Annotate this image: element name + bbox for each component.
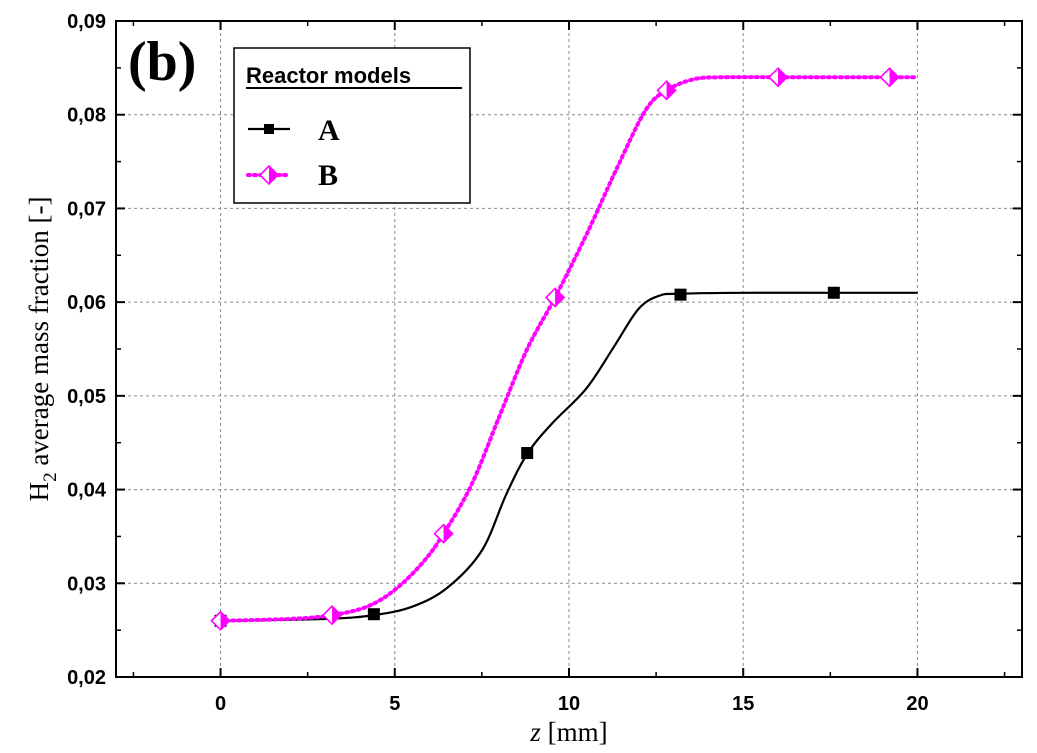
grid [116,21,1022,677]
y-tick-label: 0,03 [67,573,106,595]
y-tick-label: 0,05 [67,386,106,408]
x-axis-title: z [mm] [529,717,607,747]
data-point-b [879,67,900,88]
panel-label: (b) [128,31,196,93]
legend-title: Reactor models [246,63,411,88]
legend-label-b: B [318,159,338,192]
y-tick-label: 0,04 [67,480,107,502]
data-point-b [767,67,789,88]
y-axis-title-rest: average mass fraction [-] [24,197,54,473]
data-point-b [433,523,454,544]
y-axis-title-main: H [24,482,54,502]
legend-marker-a [264,124,274,134]
x-axis-title-unit: [mm] [541,717,608,747]
legend: Reactor models A B [233,47,471,204]
y-axis-title: H2 average mass fraction [-] [24,197,61,502]
legend-label-a: A [318,114,340,147]
series-line-a [220,291,918,622]
series-layer [210,67,920,631]
y-tick-label: 0,08 [67,105,106,127]
x-tick-label: 0 [215,693,226,715]
y-axis-title-subscript: 2 [40,472,61,482]
data-point-b [210,610,231,631]
x-tick-label: 20 [906,693,928,715]
data-point-b [656,80,677,101]
x-tick-label: 5 [389,693,400,715]
y-tick-label: 0,06 [67,292,106,314]
x-axis-title-variable: z [529,717,541,747]
data-point-b [544,287,566,308]
data-point-b [321,605,343,626]
y-tick-label: 0,02 [67,667,106,689]
legend-marker-b [258,164,280,186]
axis-ticks [116,20,1022,678]
y-tick-label: 0,07 [67,198,106,220]
data-point-a [367,608,380,621]
series-line-b [218,75,920,623]
data-point-a [827,286,840,299]
x-tick-label: 15 [732,693,754,715]
tick-labels: 0 5 10 15 20 0,02 0,03 0,04 0,05 0,06 0,07 0,08 0,09 [67,11,929,715]
data-point-a [674,288,687,301]
x-tick-label: 10 [558,693,580,715]
data-point-a [521,447,534,460]
y-tick-label: 0,09 [67,11,106,33]
